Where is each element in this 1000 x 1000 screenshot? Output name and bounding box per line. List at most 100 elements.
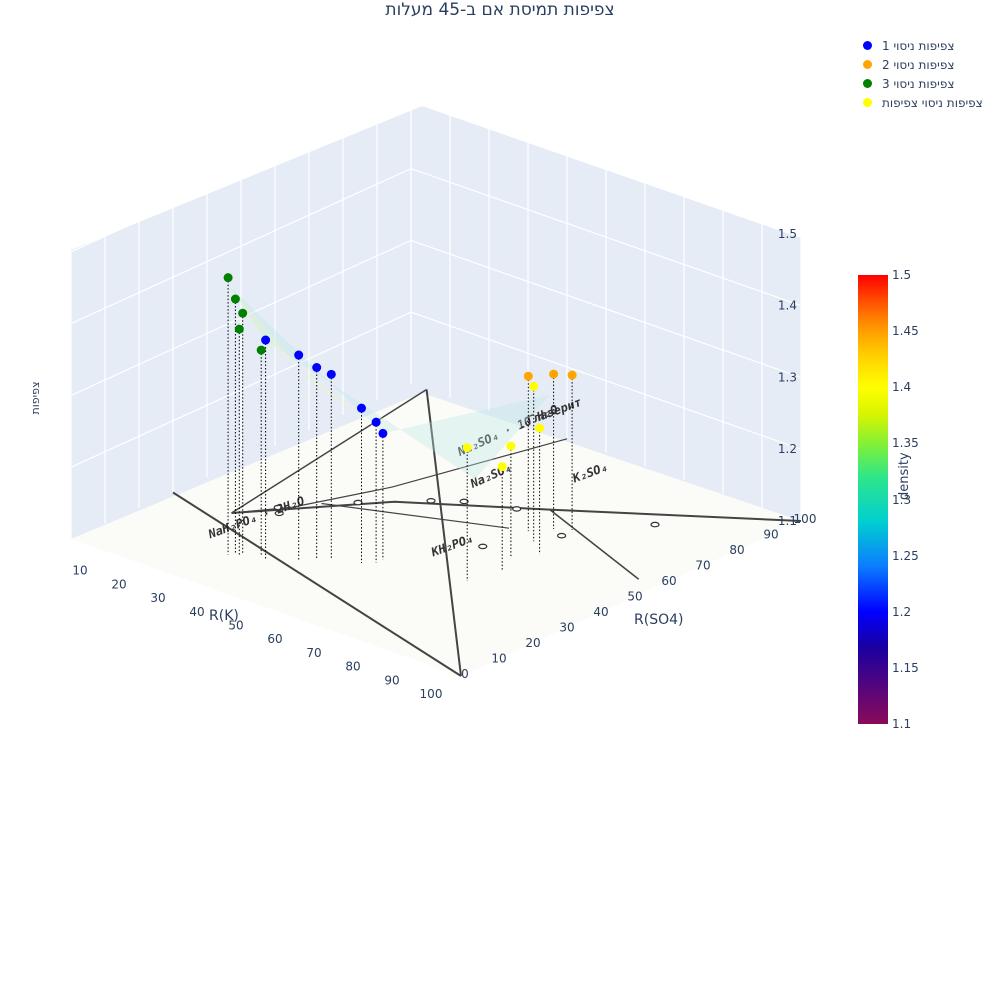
y-tick-label: 20 <box>525 636 540 650</box>
x-axis-title: R(K) <box>209 608 239 624</box>
diagram-node <box>273 504 283 511</box>
axis-ticks: 10 20 30 40 50 60 70 80 90 100 0 10 20 30 40 50 60 70 80 90… <box>72 227 816 701</box>
colorbar-tick-label: 1.45 <box>892 324 919 339</box>
z-tick-label: 1.5 <box>778 227 797 241</box>
phase-line <box>231 388 428 514</box>
data-point <box>230 294 240 304</box>
phase-line <box>172 491 462 677</box>
y-tick-label: 10 <box>491 652 506 666</box>
colorbar-tick-label: 1.25 <box>892 548 919 563</box>
phase-line <box>231 500 802 522</box>
colorbar-title: density <box>897 452 912 500</box>
y-tick-label: 0 <box>461 667 469 681</box>
data-point <box>567 370 577 380</box>
legend-item[interactable]: צפיפות ניסוי 3 <box>860 74 983 93</box>
colorbar <box>858 275 888 724</box>
colorbar-tick-label: 1.15 <box>892 660 919 675</box>
diagram-node <box>650 521 660 528</box>
x-tick-label: 10 <box>72 564 87 578</box>
y-tick-label: 80 <box>729 543 744 557</box>
diagram-node <box>274 510 284 517</box>
data-points <box>223 273 577 472</box>
axis-panes <box>71 106 801 676</box>
legend-marker <box>863 60 872 69</box>
z-axis-title: צפיפות <box>29 382 42 415</box>
phase-line <box>549 509 640 580</box>
x-tick-label: 70 <box>306 646 321 660</box>
legend[interactable]: צפיפות ניסוי 1 צפיפות ניסוי 2 צפיפות ניסוי… <box>860 36 983 112</box>
y-axis-title: R(SO4) <box>634 612 683 628</box>
colorbar-tick-label: 1.5 <box>892 268 912 282</box>
diagram-node <box>512 506 522 512</box>
surface-patch <box>228 284 550 480</box>
z-tick-label: 1.2 <box>778 442 797 456</box>
gridline <box>70 239 802 396</box>
colorbar-tick-label: 1.4 <box>892 380 912 395</box>
data-point <box>312 363 322 372</box>
gridline <box>70 167 802 325</box>
floor-pane <box>71 393 801 676</box>
data-point <box>549 369 559 379</box>
phase-line <box>425 389 462 677</box>
legend-label: צפיפות ניסוי 1 <box>882 38 955 53</box>
data-point <box>294 350 304 360</box>
y-tick-label: 40 <box>593 605 608 619</box>
legend-label: צפיפות ניסוי 3 <box>882 76 955 91</box>
legend-label: צפיפות ניסוי צפיפות <box>882 95 983 110</box>
y-tick-label: 70 <box>695 559 710 573</box>
chart-title: צפיפות תמיסת אם ב-45 מעלות <box>385 0 615 20</box>
gridline <box>70 311 802 468</box>
diagram-node <box>459 498 469 505</box>
diagram-node <box>353 499 363 506</box>
colorbar-tick-label: 1.2 <box>892 604 912 619</box>
data-point <box>535 423 545 433</box>
data-point <box>261 335 271 345</box>
density-surface <box>228 284 550 480</box>
data-point <box>378 428 388 438</box>
x-tick-label: 50 <box>228 619 243 633</box>
diagram-node <box>426 497 436 504</box>
x-tick-label: 100 <box>420 687 443 701</box>
data-point <box>223 273 233 283</box>
z-tick-label: 1.3 <box>778 370 797 384</box>
x-tick-label: 40 <box>189 605 204 619</box>
legend-marker <box>863 98 872 107</box>
data-point <box>506 441 516 451</box>
x-tick-label: 20 <box>111 577 126 591</box>
data-point <box>529 381 539 391</box>
diagram-node <box>478 543 488 550</box>
y-tick-label: 50 <box>627 590 642 604</box>
z-tick-label: 1.1 <box>778 514 797 528</box>
x-tick-label: 60 <box>267 632 282 646</box>
y-tick-label: 30 <box>559 621 574 635</box>
legend-item[interactable]: צפיפות ניסוי צפיפות <box>860 93 983 112</box>
gridlines <box>70 96 802 539</box>
data-point <box>462 443 472 453</box>
legend-marker <box>863 79 872 88</box>
data-point <box>238 308 248 318</box>
y-tick-label: 100 <box>794 512 817 526</box>
back-pane-right <box>422 106 801 521</box>
back-pane-left <box>71 106 422 539</box>
data-point <box>497 462 507 472</box>
data-point <box>326 369 336 379</box>
x-tick-label: 30 <box>150 591 165 605</box>
drop-lines <box>227 277 573 581</box>
legend-label: צפיפות ניסוי 2 <box>882 57 955 72</box>
colorbar-tick-label: 1.35 <box>892 436 919 451</box>
data-point <box>357 403 366 413</box>
legend-marker <box>863 41 872 50</box>
phase-line <box>321 502 510 529</box>
legend-item[interactable]: צפיפות ניסוי 2 <box>860 55 983 74</box>
colorbar-tick-label: 1.1 <box>892 717 912 731</box>
y-tick-label: 90 <box>763 528 778 542</box>
legend-item[interactable]: צפיפות ניסוי 1 <box>860 36 983 55</box>
z-tick-label: 1.4 <box>778 299 797 313</box>
diagram-node <box>556 532 567 539</box>
data-point <box>371 417 381 427</box>
data-point <box>523 371 533 381</box>
phase-line <box>231 438 568 514</box>
x-tick-label: 90 <box>384 673 399 687</box>
data-point <box>234 324 244 334</box>
